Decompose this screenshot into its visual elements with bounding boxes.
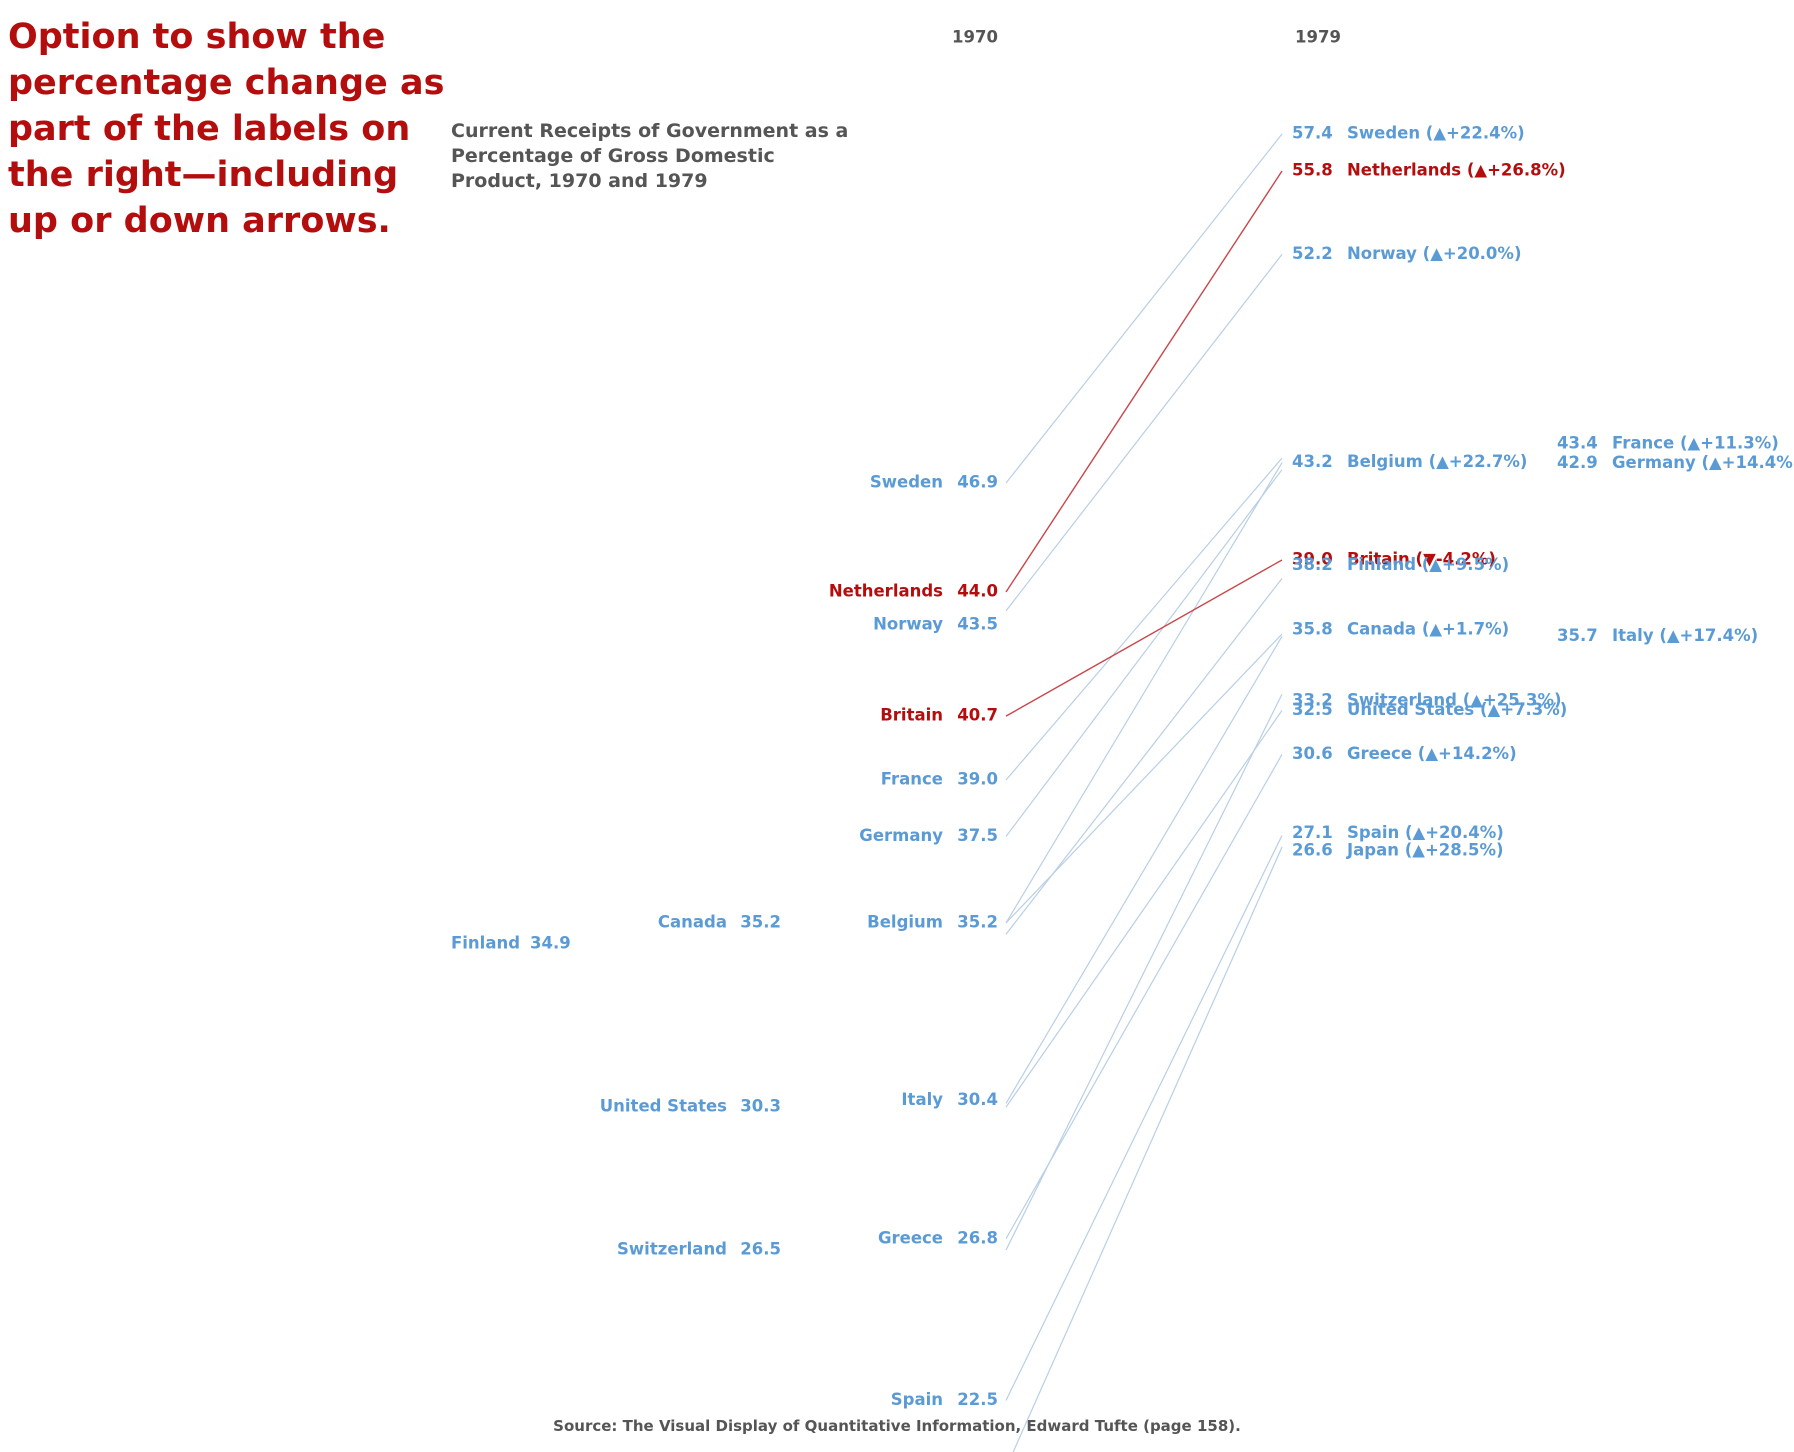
value-1970-united-states: 30.3 — [740, 1097, 781, 1116]
slope-line-italy — [1005, 636, 1283, 1104]
label-1970-greece: Greece — [878, 1228, 943, 1247]
value-1970-spain: 22.5 — [957, 1390, 998, 1409]
value-1979-norway: 52.2 — [1292, 244, 1333, 263]
slope-line-united-states — [1005, 710, 1283, 1108]
label-1979-greece: Greece (▲+14.2%) — [1347, 744, 1517, 763]
slope-line-norway — [1005, 254, 1283, 612]
value-1979-greece: 30.6 — [1292, 744, 1333, 763]
slope-line-spain — [1005, 835, 1283, 1401]
label-1970-sweden: Sweden — [870, 473, 943, 492]
label-1970-belgium: Belgium — [867, 912, 943, 931]
slope-line-netherlands — [1005, 170, 1283, 593]
value-1979-canada: 35.8 — [1292, 620, 1333, 639]
label-1979-united-states: United States (▲+7.3%) — [1347, 700, 1567, 719]
label-1970-canada: Canada — [658, 912, 727, 931]
column-header-1970: 1970 — [952, 28, 998, 47]
label-1970-switzerland: Switzerland — [617, 1240, 727, 1259]
label-1979-canada: Canada (▲+1.7%) — [1347, 620, 1509, 639]
label-1979-belgium: Belgium (▲+22.7%) — [1347, 452, 1527, 471]
value-1970-britain: 40.7 — [957, 706, 998, 725]
value-1979-britain: 39.0 — [1292, 549, 1333, 568]
label-1979-italy: Italy (▲+17.4%) — [1612, 626, 1758, 645]
label-1970-united-states: United States — [600, 1097, 727, 1116]
label-1979-sweden: Sweden (▲+22.4%) — [1347, 124, 1525, 143]
value-1970-france: 39.0 — [957, 770, 998, 789]
slope-line-britain — [1005, 559, 1283, 717]
slope-line-finland — [1005, 578, 1283, 935]
label-1979-britain: Britain (▼-4.2%) — [1347, 549, 1496, 568]
label-1979-netherlands: Netherlands (▲+26.8%) — [1347, 161, 1566, 180]
value-1970-sweden: 46.9 — [957, 473, 998, 492]
value-1979-netherlands: 55.8 — [1292, 161, 1333, 180]
value-1970-netherlands: 44.0 — [957, 582, 998, 601]
value-1970-germany: 37.5 — [957, 826, 998, 845]
label-1979-japan: Japan (▲+28.5%) — [1346, 841, 1504, 860]
value-1979-germany: 42.9 — [1557, 453, 1598, 472]
value-1979-switzerland: 33.2 — [1292, 691, 1333, 710]
label-1970-italy: Italy — [901, 1090, 943, 1109]
column-header-1979: 1979 — [1295, 28, 1341, 47]
slope-line-germany — [1005, 469, 1283, 837]
value-1979-sweden: 57.4 — [1292, 124, 1333, 143]
slope-line-japan — [1012, 846, 1283, 1452]
value-1970-greece: 26.8 — [957, 1228, 998, 1247]
value-1979-italy: 35.7 — [1557, 626, 1598, 645]
label-1979-germany: Germany (▲+14.4%) — [1612, 453, 1794, 472]
label-1979-france: France (▲+11.3%) — [1612, 434, 1779, 453]
value-1970-belgium: 35.2 — [957, 912, 998, 931]
slope-line-sweden — [1005, 133, 1283, 484]
value-1970-finland: 34.9 — [530, 934, 571, 953]
label-1970-britain: Britain — [880, 706, 943, 725]
label-1970-norway: Norway — [873, 614, 943, 633]
annotation-text: Option to show the percentage change as … — [8, 17, 445, 241]
value-1970-norway: 43.5 — [957, 614, 998, 633]
label-1970-france: France — [881, 770, 943, 789]
label-1979-spain: Spain (▲+20.4%) — [1347, 823, 1504, 842]
label-1970-netherlands: Netherlands — [829, 582, 943, 601]
label-1970-finland: Finland — [451, 934, 520, 953]
label-1979-norway: Norway (▲+20.0%) — [1347, 244, 1522, 263]
slope-line-france — [1005, 457, 1283, 781]
value-1979-finland: 38.2 — [1292, 555, 1333, 574]
value-1979-france: 43.4 — [1557, 434, 1598, 453]
slope-line-switzerland — [1005, 693, 1283, 1251]
value-1970-switzerland: 26.5 — [740, 1240, 781, 1259]
value-1979-spain: 27.1 — [1292, 823, 1333, 842]
value-1979-united-states: 32.5 — [1292, 700, 1333, 719]
value-1979-belgium: 43.2 — [1292, 452, 1333, 471]
label-1979-switzerland: Switzerland (▲+25.3%) — [1347, 691, 1562, 710]
value-1979-japan: 26.6 — [1292, 841, 1333, 860]
chart-title: Current Receipts of Government as a Perc… — [451, 120, 849, 192]
label-1979-finland: Finland (▲+9.5%) — [1347, 555, 1509, 574]
value-1970-italy: 30.4 — [957, 1090, 998, 1109]
slope-line-belgium — [1005, 462, 1283, 924]
value-1970-canada: 35.2 — [740, 912, 781, 931]
label-1970-spain: Spain — [891, 1390, 943, 1409]
label-1970-germany: Germany — [859, 826, 943, 845]
source-note: Source: The Visual Display of Quantitati… — [553, 1417, 1241, 1435]
